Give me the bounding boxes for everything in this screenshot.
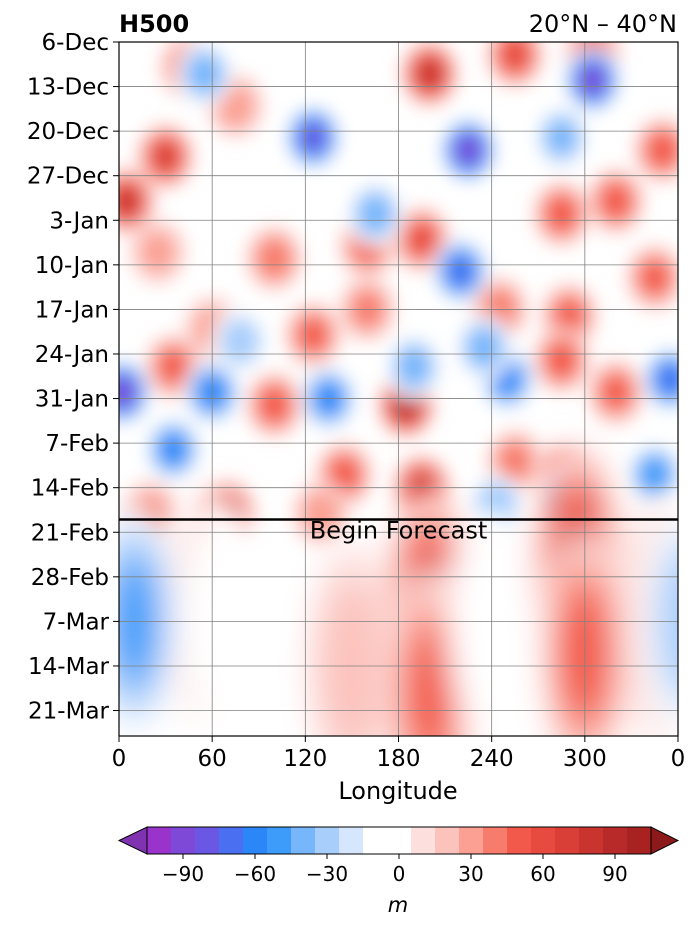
anomaly-contour — [547, 344, 576, 377]
colorbar-swatch — [147, 827, 172, 854]
colorbar-swatch — [171, 827, 196, 854]
y-tick-label: 10-Jan — [35, 253, 109, 279]
colorbar-swatch — [195, 827, 220, 854]
anomaly-contour — [160, 351, 187, 382]
anomaly-contour — [641, 262, 668, 293]
colorbar-tick-label: 60 — [530, 862, 555, 886]
anomaly-contour — [601, 184, 631, 218]
x-axis-title: Longitude — [338, 777, 457, 805]
colorbar-swatch — [363, 827, 388, 854]
anomaly-contour — [161, 435, 186, 464]
y-tick-label: 13-Dec — [27, 75, 109, 101]
anomaly-contour — [303, 492, 339, 534]
anomaly-contour — [260, 388, 289, 422]
colorbar-swatch — [531, 827, 556, 854]
anomaly-contour — [468, 329, 500, 366]
anomaly-contour — [119, 189, 138, 214]
colorbar-tick-label: 90 — [602, 862, 627, 886]
x-tick-label: 240 — [470, 746, 514, 772]
colorbar-units: m — [388, 893, 408, 917]
colorbar-swatch — [291, 827, 316, 854]
colorbar-swatch — [483, 827, 508, 854]
y-tick-label: 7-Mar — [43, 609, 110, 635]
y-tick-label: 27-Dec — [27, 164, 109, 190]
x-tick-label: 180 — [377, 746, 421, 772]
anomaly-contour — [648, 133, 677, 167]
anomaly-contour — [556, 301, 583, 331]
anomaly-contour — [321, 581, 383, 736]
colorbar-swatch — [555, 827, 580, 854]
x-tick-label: 0 — [112, 746, 127, 772]
y-tick-label: 14-Feb — [31, 476, 109, 502]
anomaly-contour — [154, 143, 177, 170]
anomaly-contour — [457, 137, 480, 163]
colorbar-tick-label: −90 — [162, 862, 204, 886]
colorbar-extend-high — [650, 826, 680, 855]
anomaly-contour — [547, 121, 576, 154]
colorbar-swatch — [387, 827, 412, 854]
y-tick-label: 7-Feb — [45, 431, 109, 457]
colorbar-swatch — [435, 827, 460, 854]
anomaly-contour — [499, 444, 531, 481]
anomaly-contour — [141, 233, 175, 271]
colorbar-tick-label: −60 — [234, 862, 276, 886]
colorbar-swatch — [411, 827, 436, 854]
colorbar-swatch — [507, 827, 532, 854]
y-tick-label: 24-Jan — [35, 342, 109, 368]
y-tick-label: 6-Dec — [42, 30, 109, 56]
anomaly-contour — [409, 225, 434, 254]
x-tick-label: 300 — [563, 746, 607, 772]
anomaly-contour — [659, 366, 678, 393]
colorbar-swatch — [315, 827, 340, 854]
anomaly-contour — [359, 195, 391, 232]
y-tick-label: 31-Jan — [35, 387, 109, 413]
anomaly-contour — [222, 320, 258, 362]
y-axis: 6-Dec 13-Dec 20-Dec 27-Dec 3-Jan 10-Jan 17-Jan… — [27, 30, 119, 725]
anomaly-contour — [183, 500, 272, 736]
x-tick-label: 120 — [283, 746, 327, 772]
anomaly-contour — [640, 458, 669, 492]
y-tick-label: 17-Jan — [35, 297, 109, 323]
colorbar-extend-low — [117, 826, 148, 855]
anomaly-contour — [300, 320, 326, 350]
y-tick-label: 3-Jan — [49, 208, 109, 234]
y-tick-label: 14-Mar — [28, 654, 110, 680]
y-tick-label: 20-Dec — [27, 119, 109, 145]
begin-forecast-label: Begin Forecast — [310, 517, 488, 545]
colorbar: −90 −60 −30 0 30 60 90 — [117, 826, 680, 886]
colorbar-swatch — [627, 827, 652, 854]
anomaly-contour — [409, 637, 450, 736]
colorbar-swatch — [339, 827, 364, 854]
anomaly-contour — [603, 377, 629, 408]
colorbar-swatch — [459, 827, 484, 854]
colorbar-swatch — [267, 827, 292, 854]
anomaly-contour — [330, 458, 359, 492]
colorbar-swatch — [243, 827, 268, 854]
x-axis: 0 60 120 180 240 300 0 — [112, 736, 686, 772]
colorbar-swatch — [603, 827, 628, 854]
y-tick-label: 21-Mar — [28, 699, 110, 725]
colorbar-swatch — [219, 827, 244, 854]
y-tick-label: 28-Feb — [31, 565, 109, 591]
anomaly-contour — [547, 197, 576, 231]
anomaly-contour — [119, 379, 134, 405]
chart-title: H500 — [119, 10, 189, 38]
anomaly-contour — [418, 60, 442, 88]
colorbar-tick-label: 0 — [393, 862, 406, 886]
anomaly-contour — [258, 240, 290, 277]
chart-region: 20°N – 40°N — [529, 10, 677, 38]
y-tick-label: 21-Feb — [31, 520, 109, 546]
x-tick-label: 60 — [198, 746, 227, 772]
x-tick-label: 0 — [671, 746, 686, 772]
anomaly-contour — [448, 257, 473, 286]
anomaly-contour — [217, 85, 254, 127]
colorbar-tick-label: 30 — [458, 862, 483, 886]
colorbar-tick-label: −30 — [306, 862, 348, 886]
anomaly-contour — [398, 348, 430, 385]
anomaly-contour — [502, 42, 528, 70]
anomaly-field — [119, 42, 678, 736]
colorbar-swatch — [579, 827, 604, 854]
